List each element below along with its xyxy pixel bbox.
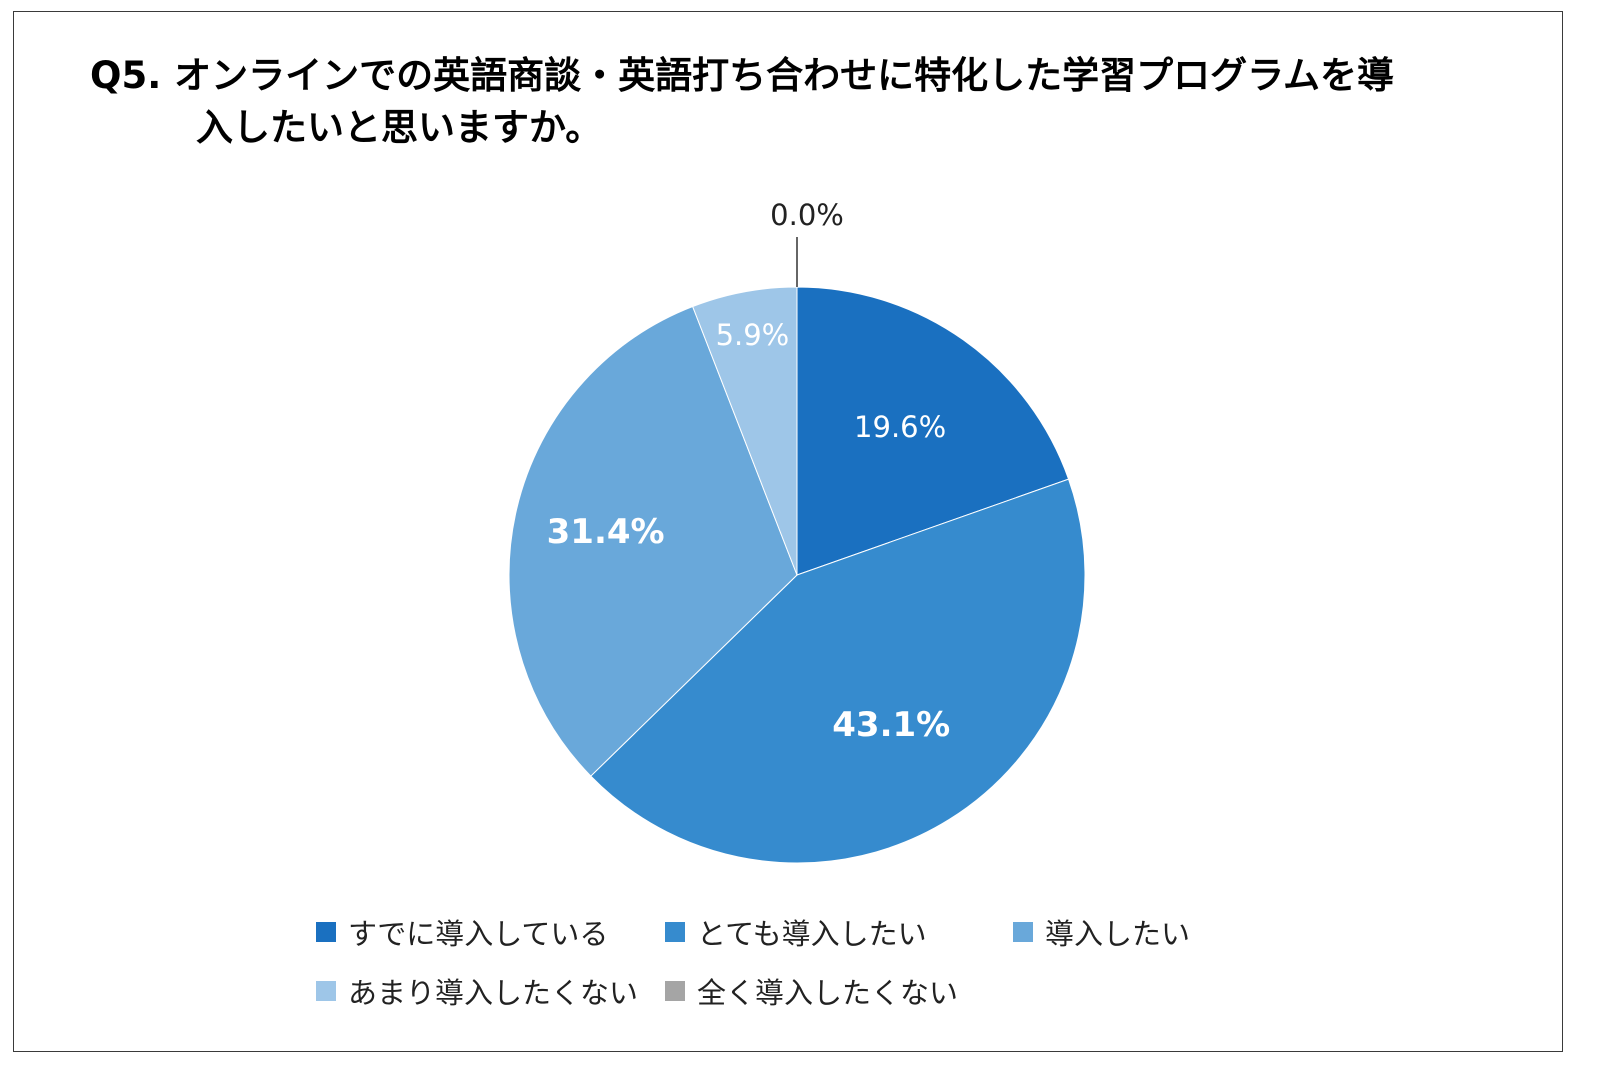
legend-item-2: とても導入したい: [665, 917, 927, 951]
legend-swatch: [665, 922, 685, 942]
legend-label: すでに導入している: [348, 917, 609, 951]
legend-item-1: すでに導入している: [316, 917, 608, 951]
legend-item-5: 全く導入したくない: [665, 976, 958, 1010]
slice-4-label: 5.9%: [716, 318, 790, 352]
legend-swatch: [316, 981, 336, 1001]
title-line-2: 入したいと思いますか。: [196, 106, 603, 149]
legend-label: とても導入したい: [697, 917, 927, 951]
legend-label: 導入したい: [1045, 917, 1191, 951]
legend-swatch: [1013, 922, 1033, 942]
legend-label: 全く導入したくない: [697, 976, 959, 1010]
slice-2: [590, 478, 1086, 864]
slice-5-label: 0.0%: [770, 198, 844, 232]
slice-3: [508, 305, 798, 777]
slice-2-label: 43.1%: [832, 705, 950, 745]
slice-1-label: 19.6%: [854, 410, 946, 444]
legend-label: あまり導入したくない: [348, 976, 639, 1010]
legend-swatch: [665, 981, 685, 1001]
slice-4: [692, 286, 798, 576]
chart-title: Q5. オンラインでの英語商談・英語打ち合わせに特化した学習プログラムを導 入し…: [90, 50, 1530, 154]
legend-swatch: [316, 922, 336, 942]
slice-3-label: 31.4%: [547, 512, 665, 552]
legend-item-3: 導入したい: [1013, 917, 1190, 951]
title-line-1: Q5. オンラインでの英語商談・英語打ち合わせに特化した学習プログラムを導: [90, 54, 1395, 97]
legend-item-4: あまり導入したくない: [316, 976, 638, 1010]
